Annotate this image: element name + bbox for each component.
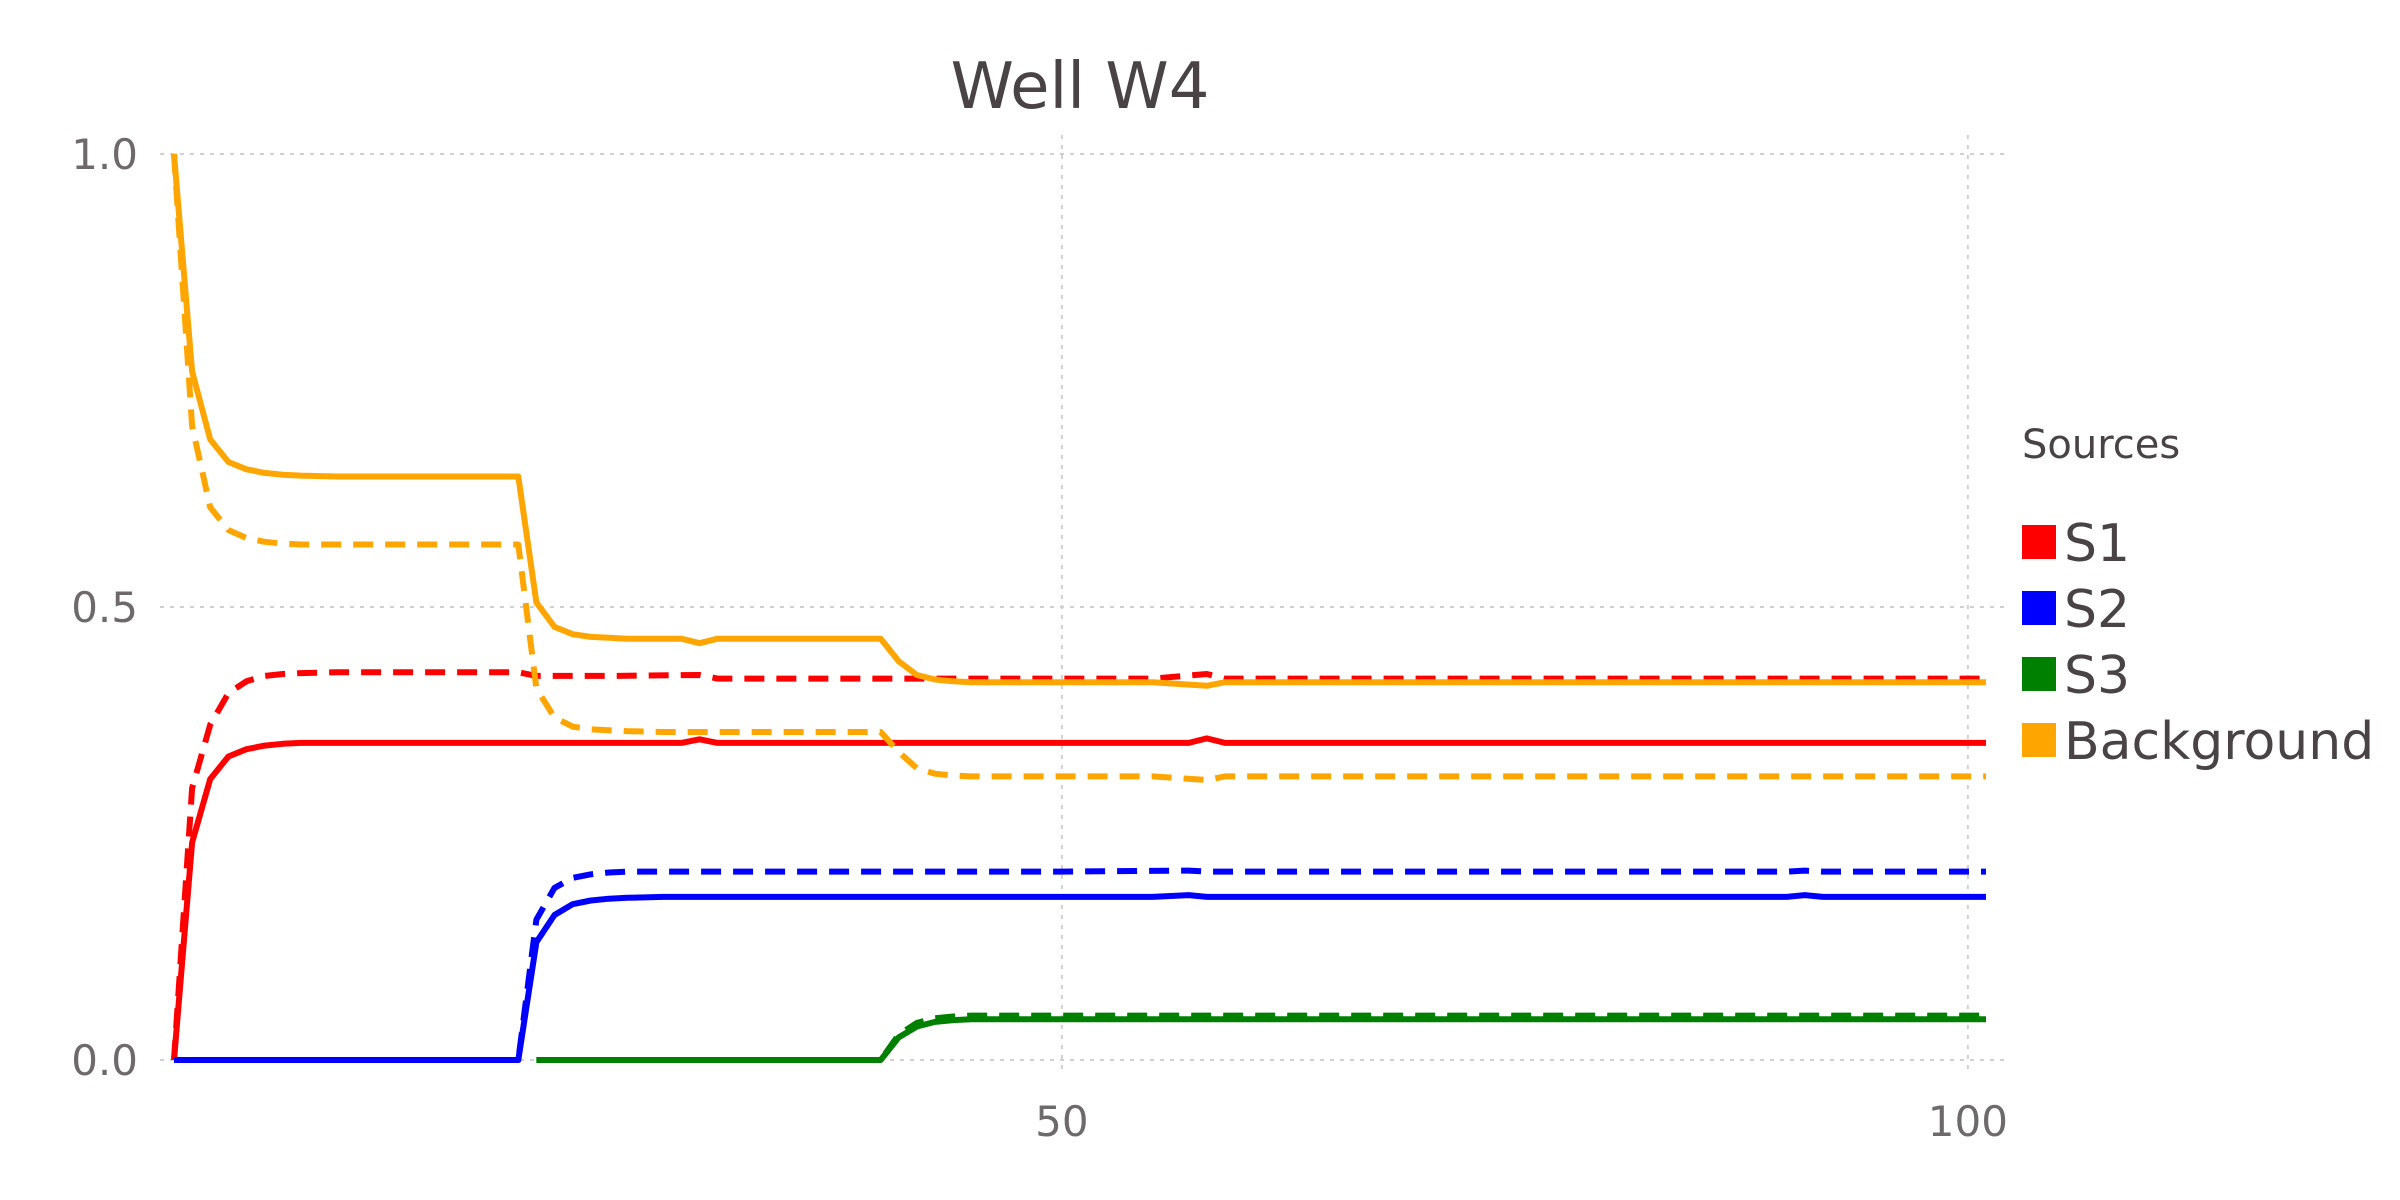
legend-label-s3: S3 — [2064, 646, 2130, 706]
legend-label-s2: S2 — [2064, 580, 2130, 640]
x-axis-ticks: 50 100 — [1035, 1097, 2008, 1146]
series-line-background-solid — [171, 153, 1986, 689]
legend-swatch-background — [2022, 723, 2056, 757]
y-axis-ticks: 0.0 0.5 1.0 — [71, 130, 138, 1085]
series-line-s3-solid — [536, 1016, 1986, 1063]
y-tick-label: 0.0 — [71, 1036, 138, 1085]
series-line-background-dashed — [171, 153, 1986, 783]
legend-swatch-s1 — [2022, 525, 2056, 559]
x-tick-label: 100 — [1928, 1097, 2008, 1146]
series-line-s1-dashed — [171, 669, 1986, 1061]
series-line-s2-solid — [174, 892, 1986, 1063]
legend-swatch-s3 — [2022, 657, 2056, 691]
y-tick-label: 0.5 — [71, 583, 138, 632]
legend-label-background: Background — [2064, 712, 2374, 772]
legend-label-s1: S1 — [2064, 514, 2130, 574]
series-line-s1-solid — [171, 735, 1986, 1061]
x-tick-label: 50 — [1035, 1097, 1088, 1146]
legend-swatch-s2 — [2022, 591, 2056, 625]
series-line-s2-dashed — [174, 867, 1986, 1063]
chart-title: Well W4 — [951, 50, 1210, 124]
y-tick-label: 1.0 — [71, 130, 138, 179]
legend-title: Sources — [2022, 422, 2180, 468]
gridlines — [160, 135, 2010, 1075]
series-lines — [171, 153, 1986, 1063]
series-line-s3-dashed — [536, 1012, 1986, 1063]
